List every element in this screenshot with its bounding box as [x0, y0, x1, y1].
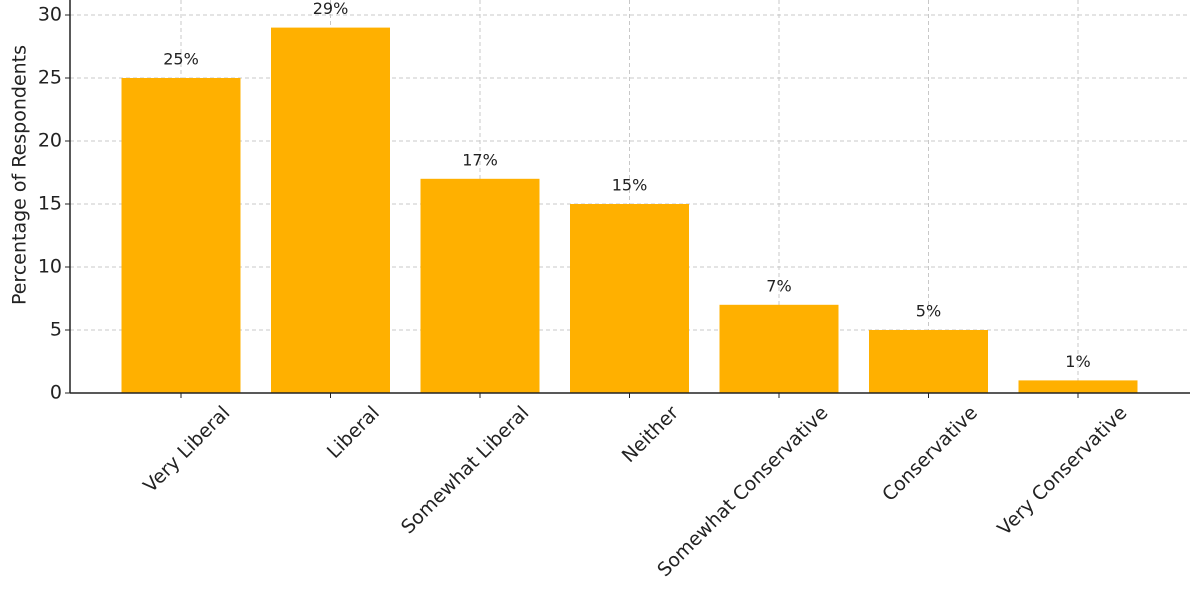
- bar: [420, 178, 540, 393]
- x-tick-label: Very Liberal: [139, 402, 234, 497]
- bar: [570, 204, 689, 393]
- y-tick-label: 15: [38, 193, 62, 215]
- value-label: 1%: [1065, 352, 1090, 371]
- y-tick-label: 30: [38, 4, 62, 26]
- value-label: 17%: [462, 150, 498, 169]
- bar: [869, 330, 988, 393]
- y-tick-label: 25: [38, 67, 62, 89]
- value-label: 25%: [163, 50, 199, 69]
- value-label: 7%: [766, 276, 791, 295]
- y-tick-label: 0: [50, 382, 62, 404]
- x-tick-label: Neither: [618, 402, 683, 467]
- bar: [271, 27, 390, 393]
- x-tick-label: Very Conservative: [993, 402, 1131, 540]
- y-tick-label: 10: [38, 256, 62, 278]
- value-label: 15%: [612, 176, 648, 195]
- value-label: 5%: [916, 302, 941, 321]
- y-axis-label: Percentage of Respondents: [9, 45, 31, 305]
- y-tick-label: 5: [50, 319, 62, 341]
- x-tick-label: Liberal: [323, 402, 384, 463]
- bar: [121, 78, 241, 393]
- value-label: 29%: [313, 0, 349, 18]
- bar: [1018, 380, 1138, 393]
- y-tick-label: 20: [38, 130, 62, 152]
- bar: [719, 304, 839, 393]
- x-tick-label: Conservative: [878, 402, 982, 506]
- x-tick-label: Somewhat Conservative: [653, 402, 832, 581]
- x-tick-label: Somewhat Liberal: [397, 402, 533, 538]
